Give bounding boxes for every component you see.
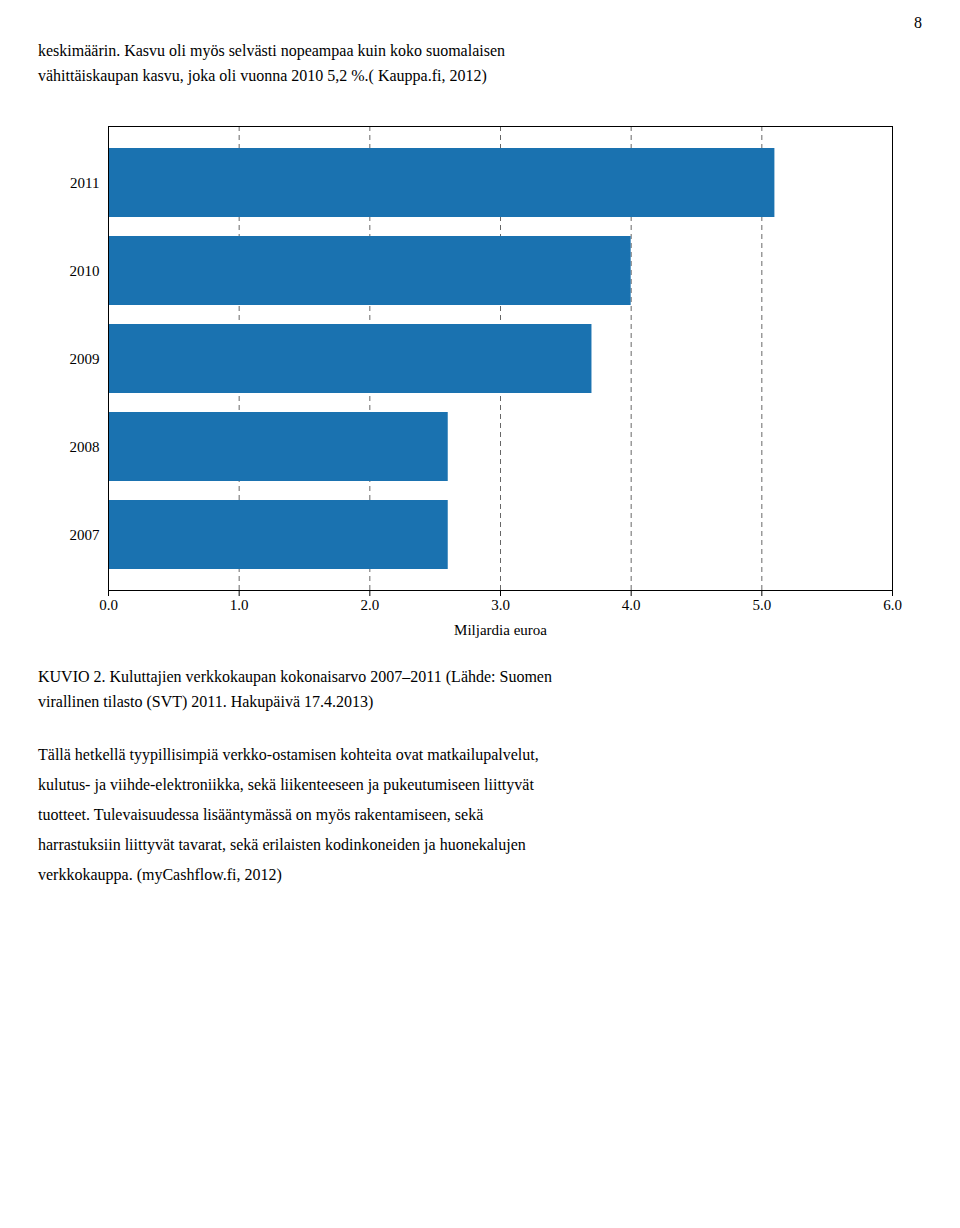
- svg-text:6.0: 6.0: [883, 597, 902, 613]
- svg-text:2008: 2008: [70, 439, 100, 455]
- html-text:harrastuksiin liittyvät tavara: harrastuksiin liittyvät tavarat, sekä er…: [38, 836, 526, 853]
- html-text:keskimäärin. Kasvu oli myös se: keskimäärin. Kasvu oli myös selvästi nop…: [38, 42, 505, 59]
- html-text:8: 8: [914, 14, 922, 31]
- svg-text:2010: 2010: [70, 263, 100, 279]
- svg-text:0.0: 0.0: [99, 597, 118, 613]
- svg-text:2011: 2011: [70, 175, 99, 191]
- html-text:Tällä hetkellä tyypillisimpiä: Tällä hetkellä tyypillisimpiä verkko-ost…: [38, 746, 539, 763]
- svg-text:1.0: 1.0: [230, 597, 249, 613]
- svg-text:Miljardia euroa: Miljardia euroa: [454, 622, 547, 638]
- svg-text:5.0: 5.0: [752, 597, 771, 613]
- html-text:kulutus- ja viihde-elektroniik: kulutus- ja viihde-elektroniikka, sekä l…: [38, 776, 534, 793]
- html-text:tuotteet. Tulevaisuudessa lisä: tuotteet. Tulevaisuudessa lisääntymässä …: [38, 806, 484, 823]
- svg-text:2.0: 2.0: [360, 597, 379, 613]
- svg-text:3.0: 3.0: [491, 597, 510, 613]
- html-text:vähittäiskaupan kasvu, joka ol: vähittäiskaupan kasvu, joka oli vuonna 2…: [38, 67, 487, 84]
- svg-text:2007: 2007: [70, 527, 101, 543]
- html-text:virallinen tilasto (SVT) 2011.: virallinen tilasto (SVT) 2011. Hakupäivä…: [38, 693, 374, 710]
- html-text:KUVIO 2. Kuluttajien verkkokau: KUVIO 2. Kuluttajien verkkokaupan kokona…: [38, 668, 552, 685]
- svg-text:2009: 2009: [70, 351, 100, 367]
- html-text:verkkokauppa. (myCashflow.fi,: verkkokauppa. (myCashflow.fi, 2012): [38, 866, 282, 883]
- svg-text:4.0: 4.0: [622, 597, 641, 613]
